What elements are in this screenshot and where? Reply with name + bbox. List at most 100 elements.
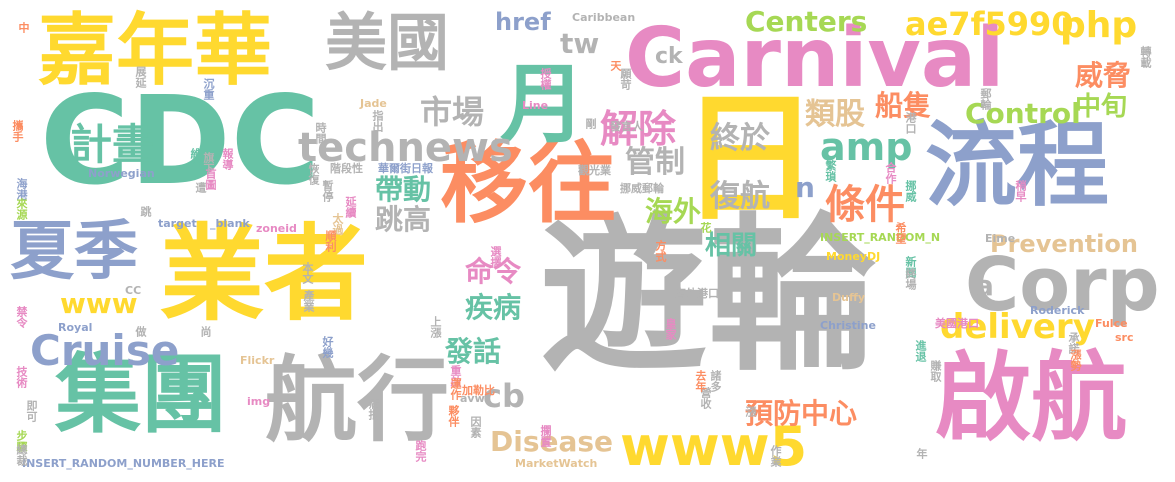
word: 太過 bbox=[331, 213, 344, 235]
word: MoneyDJ bbox=[826, 250, 881, 263]
word: 發言人 bbox=[610, 120, 643, 133]
word: 計畫 bbox=[70, 120, 155, 169]
word: 管制 bbox=[625, 145, 685, 180]
word: 技術 bbox=[15, 366, 28, 388]
word: Control bbox=[965, 97, 1081, 130]
word: 威脅 bbox=[1075, 59, 1132, 92]
word: 作業 bbox=[769, 445, 782, 467]
word: 上漲 bbox=[429, 316, 442, 338]
word: 繁瑣 bbox=[824, 160, 837, 182]
word: 流程 bbox=[925, 112, 1110, 219]
word: 去年 bbox=[694, 370, 707, 392]
word: 恢復 bbox=[307, 163, 320, 185]
word: n bbox=[795, 171, 815, 204]
word: 賺取 bbox=[929, 360, 942, 382]
word: 市場 bbox=[420, 93, 485, 131]
word: 命令 bbox=[465, 255, 522, 288]
word: 華爾街日報 bbox=[378, 162, 433, 175]
word: 郵輪 bbox=[979, 88, 992, 110]
word: tw bbox=[560, 27, 600, 60]
word: 花 bbox=[699, 222, 712, 233]
word: 業者 bbox=[160, 213, 369, 335]
word: 發話 bbox=[445, 335, 502, 368]
word: 加勒比 bbox=[462, 384, 495, 397]
word: 預防中心 bbox=[745, 397, 858, 430]
word: 進退 bbox=[914, 340, 927, 362]
word: 步驟 bbox=[15, 430, 28, 452]
word: Flickr bbox=[240, 354, 275, 367]
word: 海港 bbox=[15, 178, 28, 200]
word: img bbox=[247, 395, 271, 408]
word: 攜手 bbox=[11, 120, 24, 142]
word: 稍早 bbox=[1014, 180, 1027, 202]
word: Cruise bbox=[30, 326, 180, 375]
word: 病批 bbox=[367, 398, 380, 420]
word: 天 bbox=[609, 60, 622, 71]
word: ck bbox=[655, 44, 683, 69]
word: Jade bbox=[360, 97, 387, 110]
word: 集團 bbox=[55, 345, 227, 445]
word: 遊輪 bbox=[540, 198, 876, 394]
word: CDC bbox=[40, 70, 321, 212]
word: _blank bbox=[210, 217, 250, 230]
word: INSERT_RANDOM_N bbox=[820, 231, 941, 244]
word: Duffy bbox=[832, 291, 866, 304]
word: 好幾 bbox=[321, 336, 334, 358]
word: Carnival bbox=[625, 11, 1005, 106]
word: ae7f5990 bbox=[905, 5, 1074, 43]
word: 尚 bbox=[199, 326, 212, 337]
word: 時間 bbox=[314, 122, 327, 144]
word: 延續 bbox=[344, 196, 357, 218]
word: 終於 bbox=[710, 121, 770, 156]
word: 承諾 bbox=[1067, 332, 1080, 354]
word: avw bbox=[460, 392, 485, 405]
word: 船隻 bbox=[875, 89, 932, 122]
word: 來源 bbox=[15, 198, 28, 220]
word: 跑完 bbox=[414, 440, 427, 462]
word: 嘉年華 bbox=[38, 6, 273, 96]
word: Caribbean bbox=[572, 11, 636, 24]
word: 遭 bbox=[194, 182, 207, 193]
word: 跳高 bbox=[375, 203, 432, 236]
word: 因素 bbox=[469, 416, 482, 438]
word: Prevention bbox=[990, 230, 1138, 258]
word: 願苛 bbox=[619, 68, 632, 90]
word: CC bbox=[125, 284, 142, 297]
word: 條件 bbox=[825, 182, 905, 228]
word: Christine bbox=[820, 319, 876, 332]
word: 移往 bbox=[440, 132, 617, 235]
word: 剛 bbox=[584, 118, 597, 129]
word: www5 bbox=[620, 415, 808, 478]
word: 旗下 bbox=[202, 152, 215, 174]
word: href bbox=[495, 8, 551, 36]
word: 海外 bbox=[645, 195, 702, 228]
word: 美國港口 bbox=[935, 317, 979, 330]
word: 漲勢 bbox=[1069, 349, 1082, 371]
word: 階段性 bbox=[330, 162, 363, 175]
word: 相關 bbox=[705, 231, 758, 261]
word: 暫停 bbox=[321, 180, 334, 202]
word: 營收 bbox=[699, 387, 712, 409]
word: MarketWatch bbox=[515, 457, 598, 470]
word: 漲 bbox=[744, 406, 757, 417]
word: 做 bbox=[134, 326, 147, 337]
word: 解除 bbox=[600, 107, 677, 151]
word: 中 bbox=[17, 22, 30, 33]
word: 產業 bbox=[302, 290, 315, 312]
word: 諸多 bbox=[709, 370, 722, 392]
word: 疾病 bbox=[465, 291, 522, 324]
word: 合作 bbox=[884, 162, 897, 184]
word: 挪威郵輪 bbox=[620, 182, 664, 195]
word: www bbox=[60, 287, 138, 320]
word: php bbox=[1060, 5, 1138, 46]
word: Royal bbox=[58, 321, 93, 334]
word: Eime bbox=[985, 232, 1016, 245]
word: 皇家 bbox=[664, 318, 677, 340]
word: 方式 bbox=[654, 240, 667, 262]
word: 沉重 bbox=[202, 78, 215, 100]
word: 中旬 bbox=[1075, 92, 1128, 122]
word: 選擇 bbox=[489, 246, 502, 268]
word: src bbox=[1115, 331, 1134, 344]
word: 新聞 bbox=[904, 256, 917, 278]
